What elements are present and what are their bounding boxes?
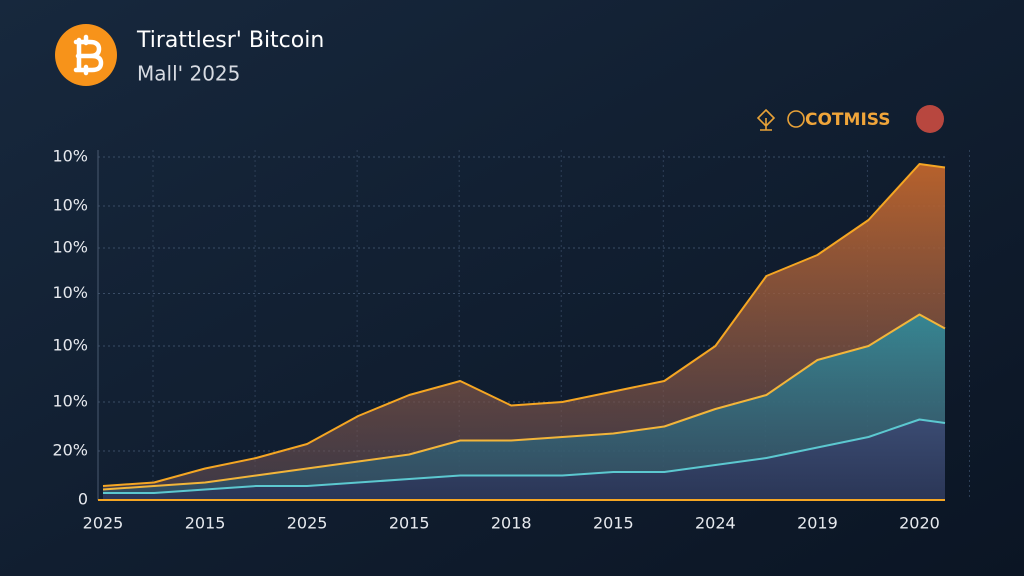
brand-icons <box>756 108 805 131</box>
y-tick-label: 10% <box>52 196 88 215</box>
y-tick-label: 10% <box>52 147 88 166</box>
chart-title: Tirattlesr' Bitcoin <box>136 28 324 53</box>
line <box>102 163 946 487</box>
line <box>102 313 946 491</box>
y-tick-label: 10% <box>52 392 88 411</box>
chart-subtitle: Mall' 2025 <box>137 62 240 86</box>
x-tick-label: 2019 <box>797 514 838 533</box>
plot-area: 0 20% 10% 10% 10% 10% 10% 10% 2025 2015 2025 2015 20… <box>52 147 970 533</box>
area <box>103 314 945 500</box>
y-tick-label: 0 <box>78 490 88 509</box>
x-tick-label: 2015 <box>389 514 430 533</box>
x-tick-label: 2020 <box>899 514 940 533</box>
y-tick-label: 20% <box>52 441 88 460</box>
x-tick-label: 2025 <box>287 514 328 533</box>
bitcoin-logo <box>55 24 117 86</box>
x-tick-label: 2015 <box>593 514 634 533</box>
y-tick-label: 10% <box>52 336 88 355</box>
brand-badge <box>916 105 944 133</box>
x-tick-label: 2015 <box>185 514 226 533</box>
y-tick-label: 10% <box>52 283 88 302</box>
x-tick-label: 2018 <box>491 514 532 533</box>
x-tick-label: 2024 <box>695 514 736 533</box>
y-tick-label: 10% <box>52 238 88 257</box>
area <box>103 419 945 500</box>
brand-name: COTMISS <box>805 110 891 130</box>
x-tick-label: 2025 <box>83 514 124 533</box>
line <box>103 418 946 494</box>
